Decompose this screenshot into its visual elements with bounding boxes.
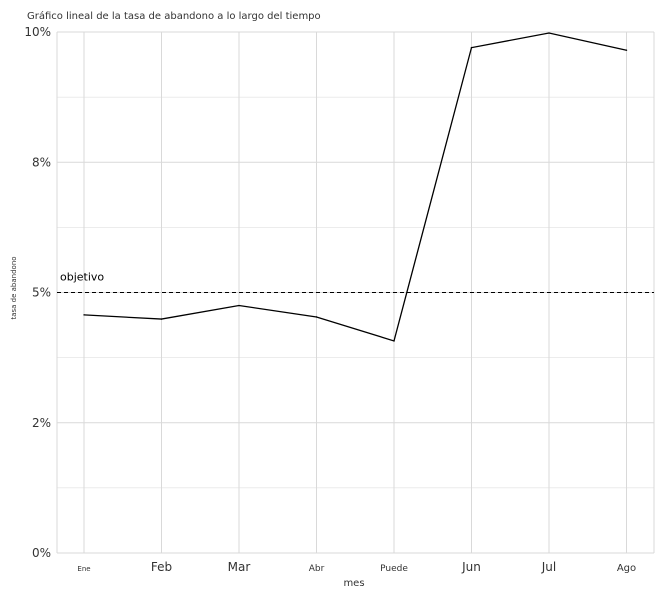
data-point-0-6	[548, 32, 550, 34]
x-tick-label-6: Jul	[541, 560, 556, 574]
target-reference-label: objetivo	[60, 271, 104, 284]
data-point-0-1	[160, 318, 163, 320]
x-tick-label-5: Jun	[461, 560, 481, 574]
x-tick-label-3: Abr	[309, 564, 325, 574]
y-tick-label-0: 0%	[32, 546, 51, 560]
reference-line-group: objetivo	[57, 271, 654, 294]
x-axis-label: mes	[343, 578, 364, 589]
data-point-0-4	[393, 340, 395, 342]
series-line-0	[83, 32, 627, 342]
data-point-0-3	[315, 316, 318, 318]
x-tick-label-1: Feb	[151, 560, 172, 574]
y-tick-label-2: 5%	[32, 286, 51, 300]
y-tick-label-4: 10%	[24, 25, 51, 39]
data-point-0-7	[625, 49, 628, 51]
x-axis-ticks: Ene Feb Mar Abr Puede Jun Jul Ago	[77, 560, 636, 574]
y-tick-label-3: 8%	[32, 155, 51, 169]
x-tick-label-4: Puede	[380, 564, 408, 574]
series-group	[83, 32, 628, 342]
data-point-0-5	[470, 46, 473, 49]
y-axis-ticks: 0% 2% 5% 8% 10%	[24, 25, 51, 560]
data-point-0-0	[83, 314, 85, 316]
chart-title: Gráfico lineal de la tasa de abandono a …	[27, 10, 321, 22]
x-tick-label-2: Mar	[228, 560, 251, 574]
x-tick-label-0: Ene	[77, 565, 90, 573]
x-tick-label-7: Ago	[617, 563, 636, 574]
y-axis-label: tasa de abandono	[10, 256, 18, 319]
data-point-0-2	[238, 304, 240, 307]
y-tick-label-1: 2%	[32, 416, 51, 430]
